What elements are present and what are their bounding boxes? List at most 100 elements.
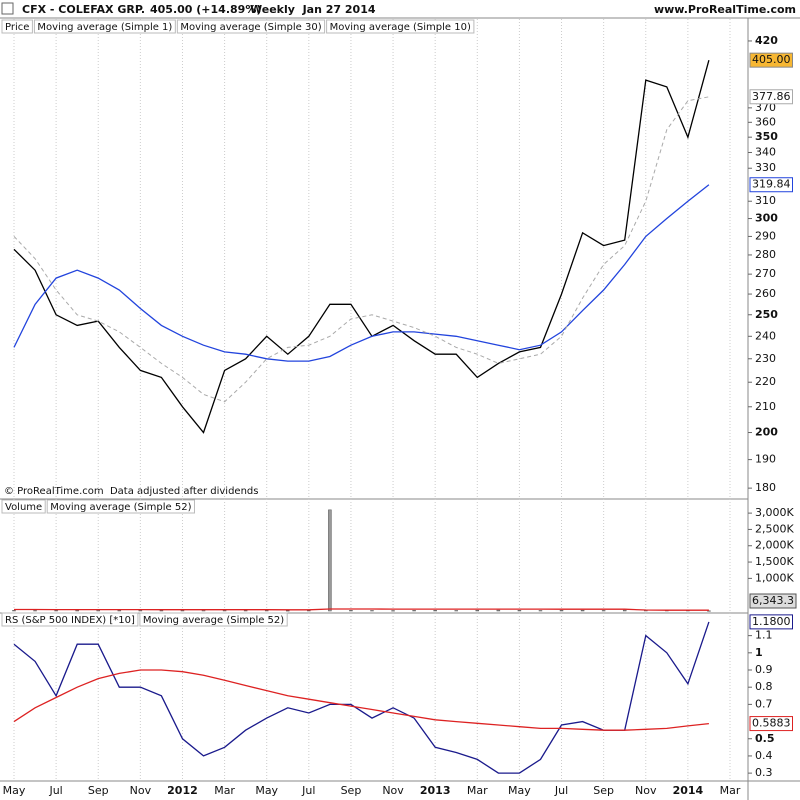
volume-bar — [138, 609, 143, 612]
y-tick-label: 2,000K — [755, 539, 794, 552]
volume-bar — [54, 610, 58, 612]
volume-bar — [601, 610, 606, 612]
last-value-box — [749, 716, 793, 732]
last-value-box — [749, 614, 793, 630]
y-tick-label: 290 — [755, 229, 776, 242]
legend-box — [1, 19, 33, 34]
series-line — [13, 60, 710, 434]
volume-bar — [454, 610, 458, 612]
y-tick-label: 280 — [755, 248, 776, 261]
y-tick-label: 210 — [755, 400, 776, 413]
last-value-label: 0.5883 — [752, 717, 791, 730]
last-value-box — [749, 52, 793, 68]
x-tick-label: May — [255, 784, 278, 797]
legend-box — [139, 612, 288, 627]
volume-bar — [622, 609, 627, 612]
y-tick-label: 1,500K — [755, 555, 794, 568]
y-tick-label: 350 — [755, 130, 778, 143]
last-value-label: 405.00 — [752, 53, 791, 66]
x-tick-label: Jul — [554, 784, 568, 797]
source: www.ProRealTime.com — [654, 3, 796, 16]
legend-box — [326, 19, 475, 34]
x-tick-label: Nov — [635, 784, 657, 797]
x-tick-label: Jul — [48, 784, 62, 797]
volume-bar — [180, 610, 185, 612]
volume-bar — [12, 610, 16, 612]
x-tick-label: Mar — [214, 784, 235, 797]
last-value-box — [749, 89, 793, 105]
legend-entry: Moving average (Simple 52) — [143, 615, 284, 626]
x-tick-label: 2014 — [673, 784, 704, 797]
y-tick-label: 360 — [755, 115, 776, 128]
volume-bar — [243, 610, 248, 612]
last-value-label: 319.84 — [752, 178, 791, 191]
y-tick-label: 2,500K — [755, 522, 794, 535]
y-tick-label: 0.8 — [755, 680, 773, 693]
y-tick-label: 240 — [755, 329, 776, 342]
x-tick-label: Mar — [720, 784, 741, 797]
volume-bar — [707, 610, 711, 612]
volume-bar — [222, 610, 227, 612]
legend-entry: RS (S&P 500 INDEX) [*10] — [5, 615, 135, 626]
volume-bar — [433, 610, 437, 612]
note: © ProRealTime.com Data adjusted after di… — [4, 486, 258, 497]
volume-bar — [307, 610, 311, 612]
volume-bar — [538, 610, 543, 612]
y-tick-label: 180 — [755, 481, 776, 494]
x-tick-label: 2012 — [167, 784, 198, 797]
y-tick-label: 0.3 — [755, 766, 773, 779]
legend-box — [1, 499, 46, 514]
y-tick-label: 300 — [755, 212, 778, 225]
volume-bar — [580, 609, 585, 612]
collapse-icon[interactable] — [1, 2, 14, 15]
legend-box — [176, 19, 326, 34]
legend-entry: Moving average (Simple 10) — [330, 22, 471, 33]
volume-bar — [75, 609, 79, 612]
y-tick-label: 1 — [755, 646, 763, 659]
x-tick-label: Nov — [130, 784, 152, 797]
y-tick-label: 330 — [755, 161, 776, 174]
chart-title: CFX - COLEFAX GRP. — [22, 3, 145, 16]
volume-bar — [391, 610, 395, 612]
y-tick-label: 0.7 — [755, 697, 773, 710]
volume-bar — [370, 610, 374, 612]
last-value-label: 1.1800 — [752, 615, 791, 628]
y-tick-label: 270 — [755, 267, 776, 280]
legend-box — [46, 499, 195, 514]
series-line — [14, 608, 709, 611]
legend-entry: Price — [5, 22, 29, 33]
y-tick-label: 3,000K — [755, 506, 794, 519]
series-line — [13, 621, 710, 774]
legend-entry: Volume — [5, 502, 42, 513]
legend-entry: Moving average (Simple 1) — [37, 22, 172, 33]
y-tick-label: 0.5 — [755, 732, 775, 745]
y-tick-label: 1,000K — [755, 571, 794, 584]
legend-box — [1, 612, 139, 627]
last-value-box — [749, 593, 797, 609]
volume-bar — [328, 509, 332, 612]
y-tick-label: 230 — [755, 352, 776, 365]
x-tick-label: Sep — [593, 784, 614, 797]
x-tick-label: Sep — [88, 784, 109, 797]
volume-bar — [496, 609, 501, 612]
y-tick-label: 220 — [755, 375, 776, 388]
x-tick-label: Jul — [301, 784, 315, 797]
y-tick-label: 190 — [755, 453, 776, 466]
last-value-label: 6,343.3 — [752, 594, 794, 607]
y-tick-label: 340 — [755, 145, 776, 158]
last-value-box — [749, 177, 793, 193]
y-tick-label: 420 — [755, 34, 778, 47]
volume-bar — [33, 610, 37, 612]
legend-entry: Moving average (Simple 52) — [50, 502, 191, 513]
series-line — [13, 184, 710, 362]
x-tick-label: May — [3, 784, 26, 797]
volume-bar — [475, 609, 480, 612]
volume-bar — [117, 610, 122, 612]
last-value-label: 377.86 — [752, 90, 791, 103]
volume-bar — [159, 610, 164, 612]
period: Weekly Jan 27 2014 — [250, 3, 376, 16]
y-tick-label: 0.4 — [755, 749, 773, 762]
y-tick-label: 1.1 — [755, 629, 773, 642]
legend-box — [33, 19, 176, 34]
